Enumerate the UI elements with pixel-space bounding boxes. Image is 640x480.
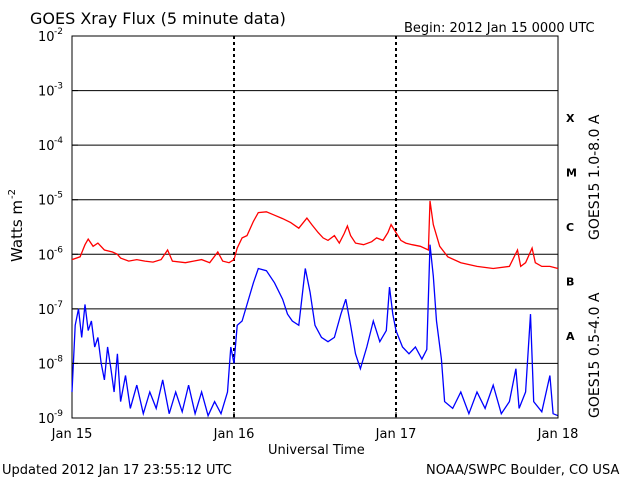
flare-class-label: A (566, 330, 575, 343)
gridlines (72, 36, 558, 418)
y-tick-label-base: 10 (38, 412, 55, 427)
y-tick-label-exp: -4 (54, 136, 63, 146)
y-tick-label-exp: -9 (54, 409, 63, 419)
y-tick-label-base: 10 (38, 357, 55, 372)
y-tick-label-base: 10 (38, 139, 55, 154)
y-tick-label-exp: -8 (54, 354, 63, 364)
y-axis-ticks: 10-910-810-710-610-510-410-310-2 (38, 27, 78, 427)
y-tick-label-base: 10 (38, 303, 55, 318)
series-line-short-wave (71, 244, 559, 418)
y-tick-label-base: 10 (38, 30, 55, 45)
x-axis-ticks: Jan 15 Jan 16 Jan 17 Jan 18 (51, 412, 579, 442)
y-tick-label-base: 10 (38, 85, 55, 100)
x-tick-label: Jan 15 (51, 427, 93, 442)
legend-series-long: GOES15 1.0-8.0 A (587, 114, 603, 240)
series-line-long-wave (71, 200, 559, 270)
x-tick-label: Jan 16 (213, 427, 255, 442)
begin-label: Begin: 2012 Jan 15 0000 UTC (404, 21, 595, 36)
flare-class-label: B (566, 276, 574, 289)
flare-class-label: C (566, 221, 574, 234)
plot-frame (71, 35, 559, 419)
y-tick-label-exp: -6 (54, 245, 63, 255)
y-tick-label-base: 10 (38, 248, 55, 263)
y-tick-label-exp: -7 (54, 300, 63, 310)
y-axis-label-base: Watts m (8, 200, 26, 262)
x-axis-label: Universal Time (268, 443, 365, 458)
y-tick-label-exp: -2 (54, 27, 63, 37)
series-lines (71, 200, 559, 418)
x-tick-label: Jan 18 (537, 427, 579, 442)
updated-timestamp: Updated 2012 Jan 17 23:55:12 UTC (2, 463, 232, 478)
flare-class-label: X (566, 112, 575, 125)
credit-label: NOAA/SWPC Boulder, CO USA (426, 463, 619, 478)
y-tick-label-base: 10 (38, 194, 55, 209)
flare-class-labels: A B C M X (566, 112, 577, 343)
legend-series-short: GOES15 0.5-4.0 A (587, 292, 603, 418)
chart-title: GOES Xray Flux (5 minute data) (30, 9, 286, 28)
y-tick-label-exp: -5 (54, 191, 63, 201)
y-tick-label-exp: -3 (54, 82, 63, 92)
y-axis-label-exp: -2 (7, 189, 18, 199)
flare-class-label: M (566, 166, 577, 179)
y-axis-label: Watts m -2 (7, 189, 26, 262)
x-tick-label: Jan 17 (375, 427, 417, 442)
